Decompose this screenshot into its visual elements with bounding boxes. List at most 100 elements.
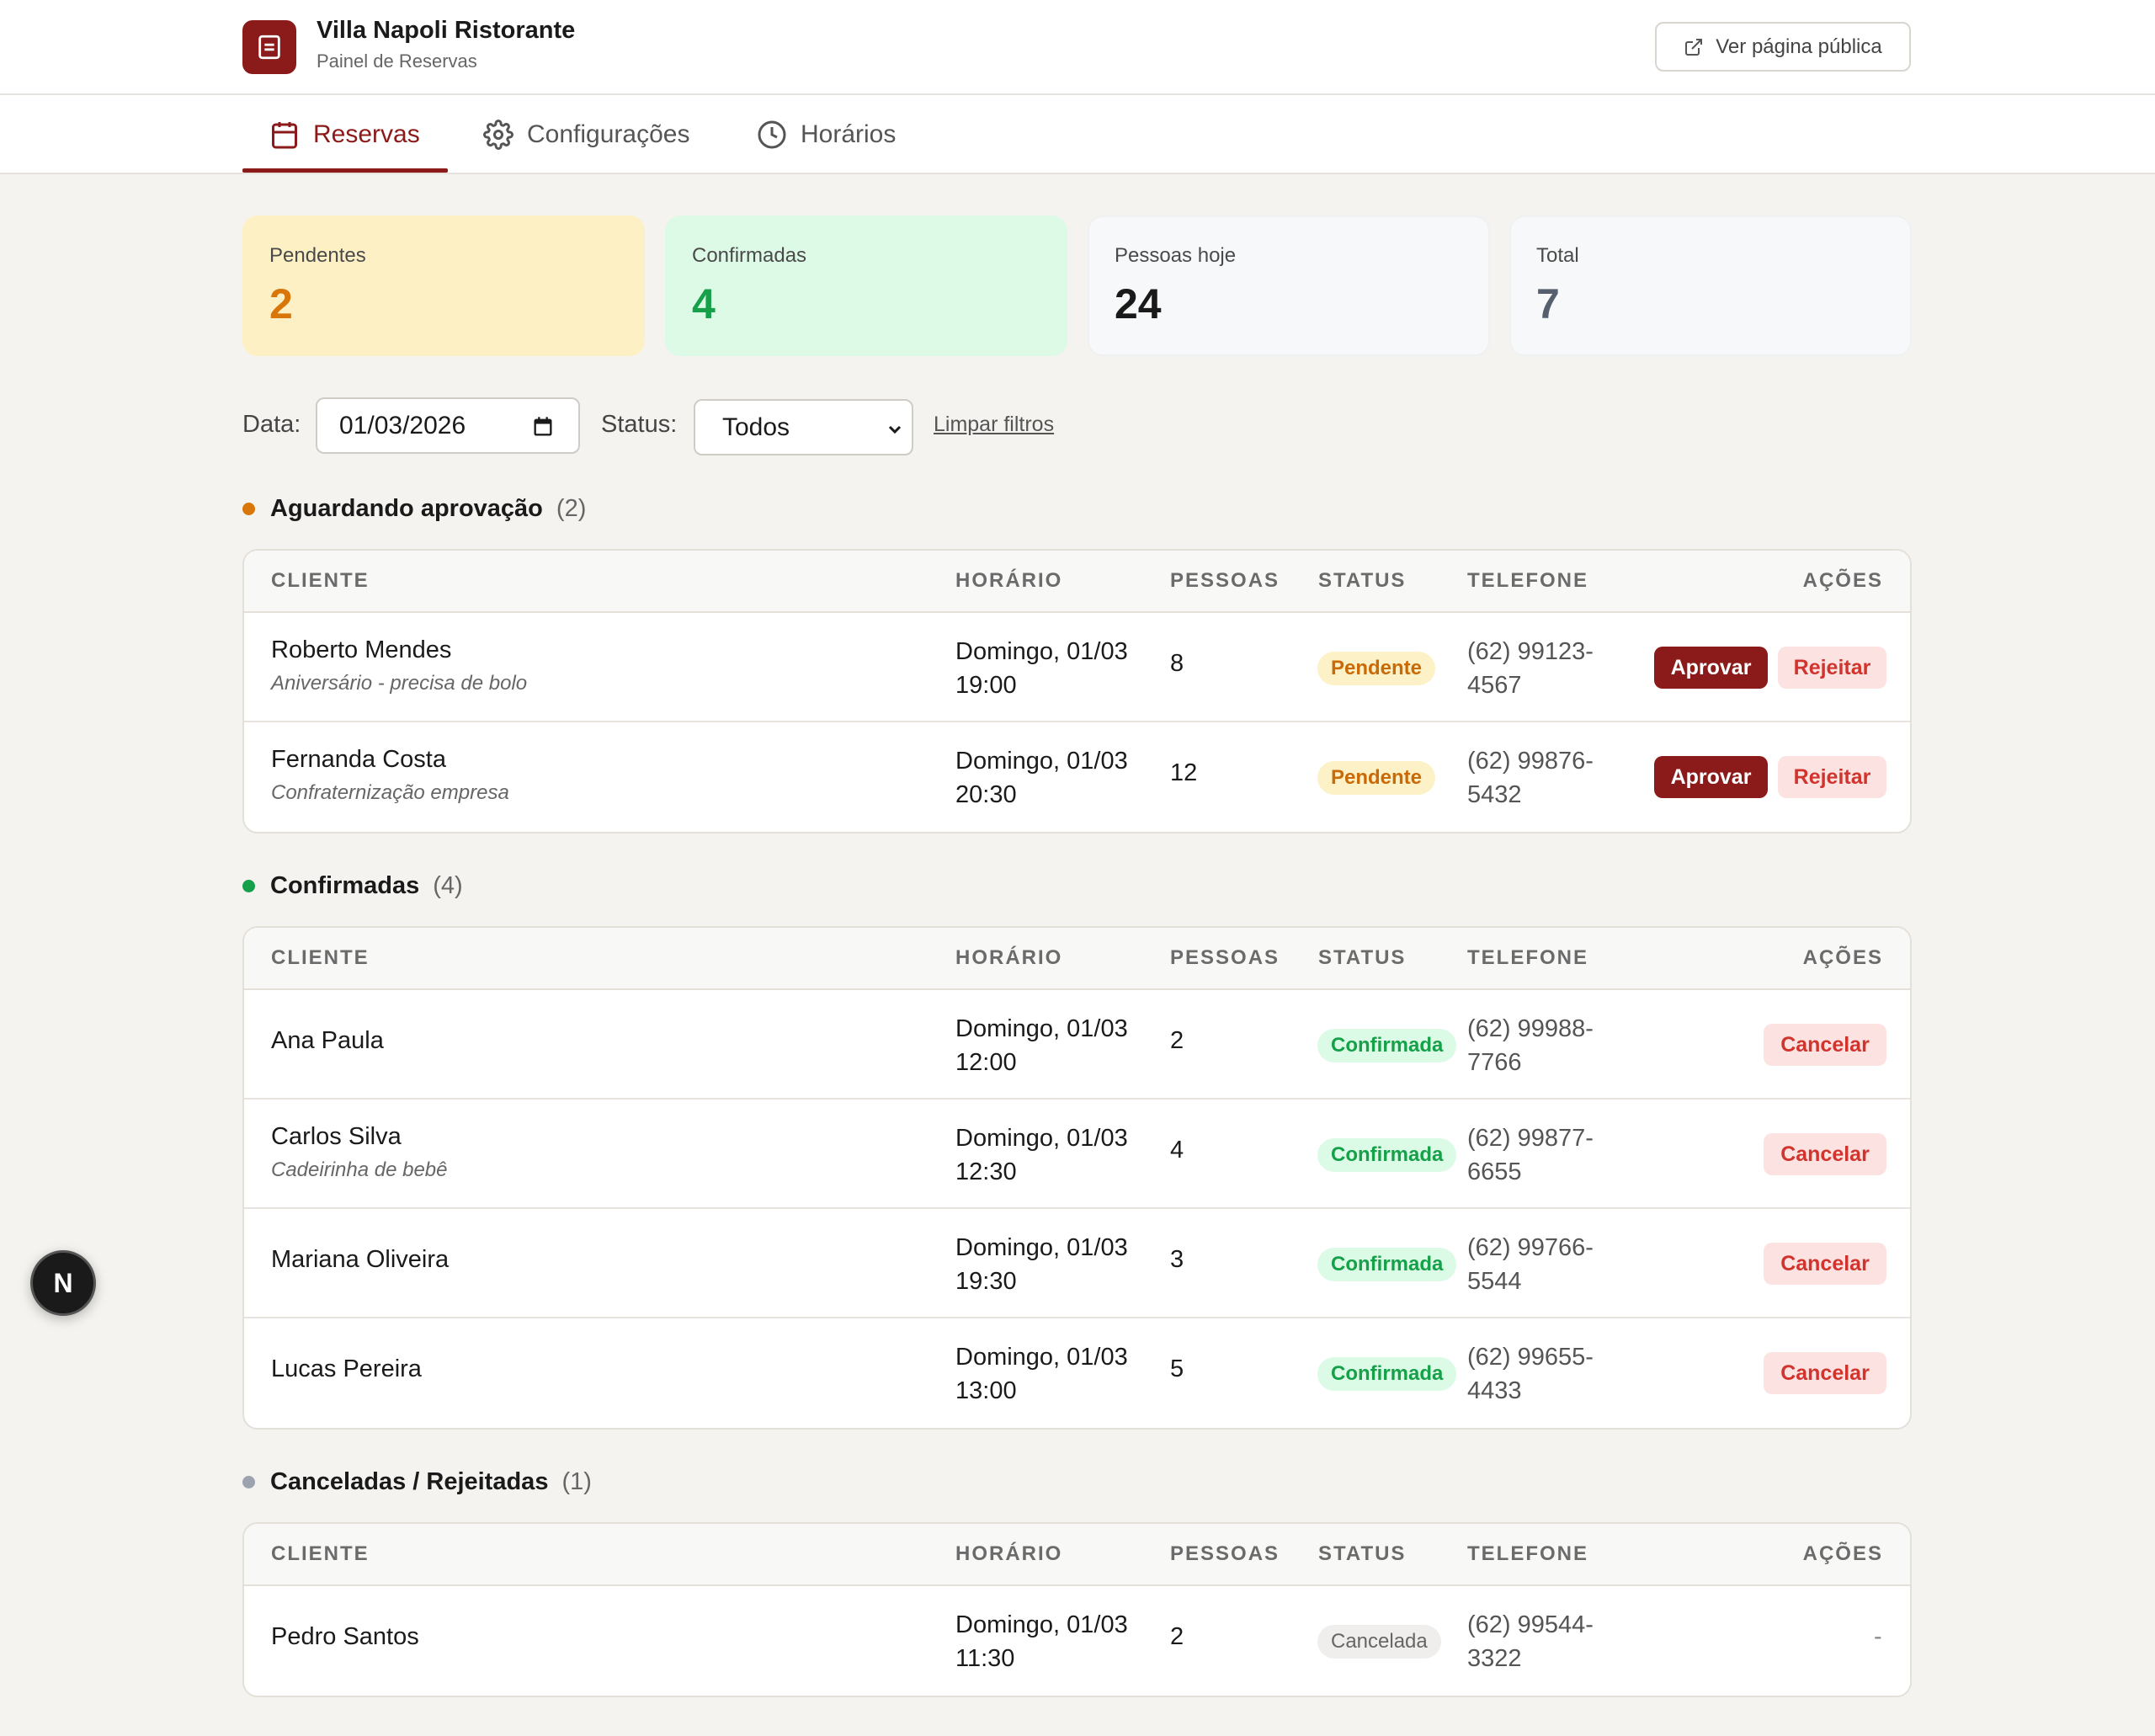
phone-part-2: 6655	[1467, 1158, 1522, 1185]
column-header-phone: TELEFONE	[1467, 946, 1589, 969]
reject-button[interactable]: Rejeitar	[1778, 756, 1886, 798]
reservation-time: Domingo, 01/03 12:30	[955, 1121, 1128, 1189]
stat-value: 7	[1536, 280, 1560, 327]
client-name: Ana Paula	[271, 1027, 384, 1054]
status-badge: Confirmada	[1317, 1248, 1457, 1281]
cancel-button[interactable]: Cancelar	[1764, 1352, 1886, 1394]
client-note: Cadeirinha de bebê	[271, 1158, 448, 1181]
external-link-icon	[1684, 37, 1704, 57]
status-badge: Pendente	[1317, 652, 1436, 685]
no-actions-placeholder: -	[1874, 1623, 1882, 1650]
people-count: 8	[1170, 650, 1184, 677]
tab-configuracoes[interactable]: Configurações	[483, 95, 689, 174]
view-public-page-button[interactable]: Ver página pública	[1655, 22, 1911, 72]
column-header-actions: AÇÕES	[1802, 569, 1883, 592]
reservation-day: Domingo, 01/03	[955, 1611, 1128, 1638]
stat-value: 4	[692, 280, 716, 327]
status-badge: Confirmada	[1317, 1029, 1457, 1062]
phone-part-2: 4567	[1467, 672, 1522, 699]
date-filter-input[interactable]: 01/03/2026	[316, 397, 580, 454]
tab-reservas[interactable]: Reservas	[269, 95, 420, 174]
approve-button[interactable]: Aprovar	[1654, 756, 1768, 798]
stat-label: Confirmadas	[692, 244, 807, 267]
pending-reservations-table: CLIENTE HORÁRIO PESSOAS STATUS TELEFONE …	[242, 549, 1912, 833]
phone-part-1: (62) 99544-	[1467, 1611, 1594, 1638]
people-count: 12	[1170, 759, 1198, 786]
phone-number: (62) 99877- 6655	[1467, 1121, 1594, 1189]
column-header-time: HORÁRIO	[955, 946, 1063, 969]
menu-book-icon	[242, 20, 296, 74]
cancel-button[interactable]: Cancelar	[1764, 1133, 1886, 1175]
tab-horarios-label: Horários	[801, 120, 897, 148]
status-filter-value: Todos	[722, 413, 790, 441]
reservation-day: Domingo, 01/03	[955, 1344, 1128, 1371]
stat-card-pendentes: Pendentes 2	[242, 216, 645, 356]
view-public-page-label: Ver página pública	[1716, 35, 1882, 58]
section-header-confirmed: Confirmadas (4)	[242, 872, 463, 900]
section-header-pending: Aguardando aprovação (2)	[242, 495, 586, 523]
phone-part-1: (62) 99876-	[1467, 748, 1594, 775]
active-tab-indicator	[242, 168, 448, 173]
reservation-day: Domingo, 01/03	[955, 748, 1128, 775]
table-header: CLIENTE HORÁRIO PESSOAS STATUS TELEFONE …	[244, 551, 1910, 613]
cancel-button[interactable]: Cancelar	[1764, 1243, 1886, 1285]
section-header-cancelled: Canceladas / Rejeitadas (1)	[242, 1468, 592, 1496]
phone-number: (62) 99876- 5432	[1467, 744, 1594, 812]
tab-horarios[interactable]: Horários	[757, 95, 896, 174]
section-title: Confirmadas	[270, 872, 420, 899]
chevron-down-icon	[885, 419, 905, 439]
reject-button[interactable]: Rejeitar	[1778, 647, 1886, 689]
reservation-hour: 19:00	[955, 672, 1017, 699]
column-header-status: STATUS	[1318, 946, 1407, 969]
stat-value: 2	[269, 280, 293, 327]
date-filter-label: Data:	[242, 411, 301, 438]
calendar-picker-icon[interactable]	[531, 415, 555, 439]
phone-part-1: (62) 99766-	[1467, 1234, 1594, 1261]
clear-filters-link[interactable]: Limpar filtros	[934, 413, 1055, 436]
tab-configuracoes-label: Configurações	[527, 120, 690, 148]
cancelled-reservations-table: CLIENTE HORÁRIO PESSOAS STATUS TELEFONE …	[242, 1522, 1912, 1697]
date-filter-value: 01/03/2026	[339, 411, 466, 439]
column-header-time: HORÁRIO	[955, 569, 1063, 592]
gear-icon	[483, 120, 513, 150]
reservation-time: Domingo, 01/03 19:30	[955, 1231, 1128, 1298]
cancel-button[interactable]: Cancelar	[1764, 1024, 1886, 1066]
phone-part-2: 5432	[1467, 781, 1522, 808]
reservation-day: Domingo, 01/03	[955, 1234, 1128, 1261]
column-header-status: STATUS	[1318, 569, 1407, 592]
table-row: Ana Paula Domingo, 01/03 12:00 2 Confirma…	[244, 990, 1910, 1100]
client-note: Confraternização empresa	[271, 781, 509, 804]
floating-dev-badge[interactable]: N	[30, 1250, 96, 1316]
calendar-icon	[269, 120, 300, 150]
status-dot	[242, 1476, 255, 1488]
section-title: Canceladas / Rejeitadas	[270, 1468, 549, 1495]
status-badge: Confirmada	[1317, 1138, 1457, 1172]
client-name: Mariana Oliveira	[271, 1246, 450, 1273]
approve-button[interactable]: Aprovar	[1654, 647, 1768, 689]
people-count: 2	[1170, 1623, 1184, 1650]
phone-part-2: 4433	[1467, 1377, 1522, 1404]
stat-label: Total	[1536, 244, 1579, 267]
column-header-actions: AÇÕES	[1802, 1542, 1883, 1565]
phone-part-2: 5544	[1467, 1268, 1522, 1295]
section-title: Aguardando aprovação	[270, 495, 543, 522]
people-count: 2	[1170, 1027, 1184, 1054]
status-dot	[242, 880, 255, 892]
column-header-status: STATUS	[1318, 1542, 1407, 1565]
people-count: 4	[1170, 1137, 1184, 1164]
client-name: Lucas Pereira	[271, 1355, 422, 1382]
client-name: Pedro Santos	[271, 1623, 419, 1650]
phone-part-1: (62) 99877-	[1467, 1125, 1594, 1152]
section-count: (4)	[433, 872, 463, 899]
table-header: CLIENTE HORÁRIO PESSOAS STATUS TELEFONE …	[244, 928, 1910, 990]
column-header-client: CLIENTE	[271, 569, 370, 592]
stat-card-total: Total 7	[1509, 216, 1912, 356]
status-filter-select[interactable]: Todos	[694, 399, 913, 455]
reservation-day: Domingo, 01/03	[955, 1125, 1128, 1152]
phone-number: (62) 99988- 7766	[1467, 1012, 1594, 1079]
reservation-hour: 12:00	[955, 1049, 1017, 1076]
column-header-phone: TELEFONE	[1467, 569, 1589, 592]
client-name: Roberto Mendes	[271, 636, 452, 663]
table-row: Pedro Santos Domingo, 01/03 11:30 2 Cance…	[244, 1586, 1910, 1696]
stat-label: Pendentes	[269, 244, 366, 267]
